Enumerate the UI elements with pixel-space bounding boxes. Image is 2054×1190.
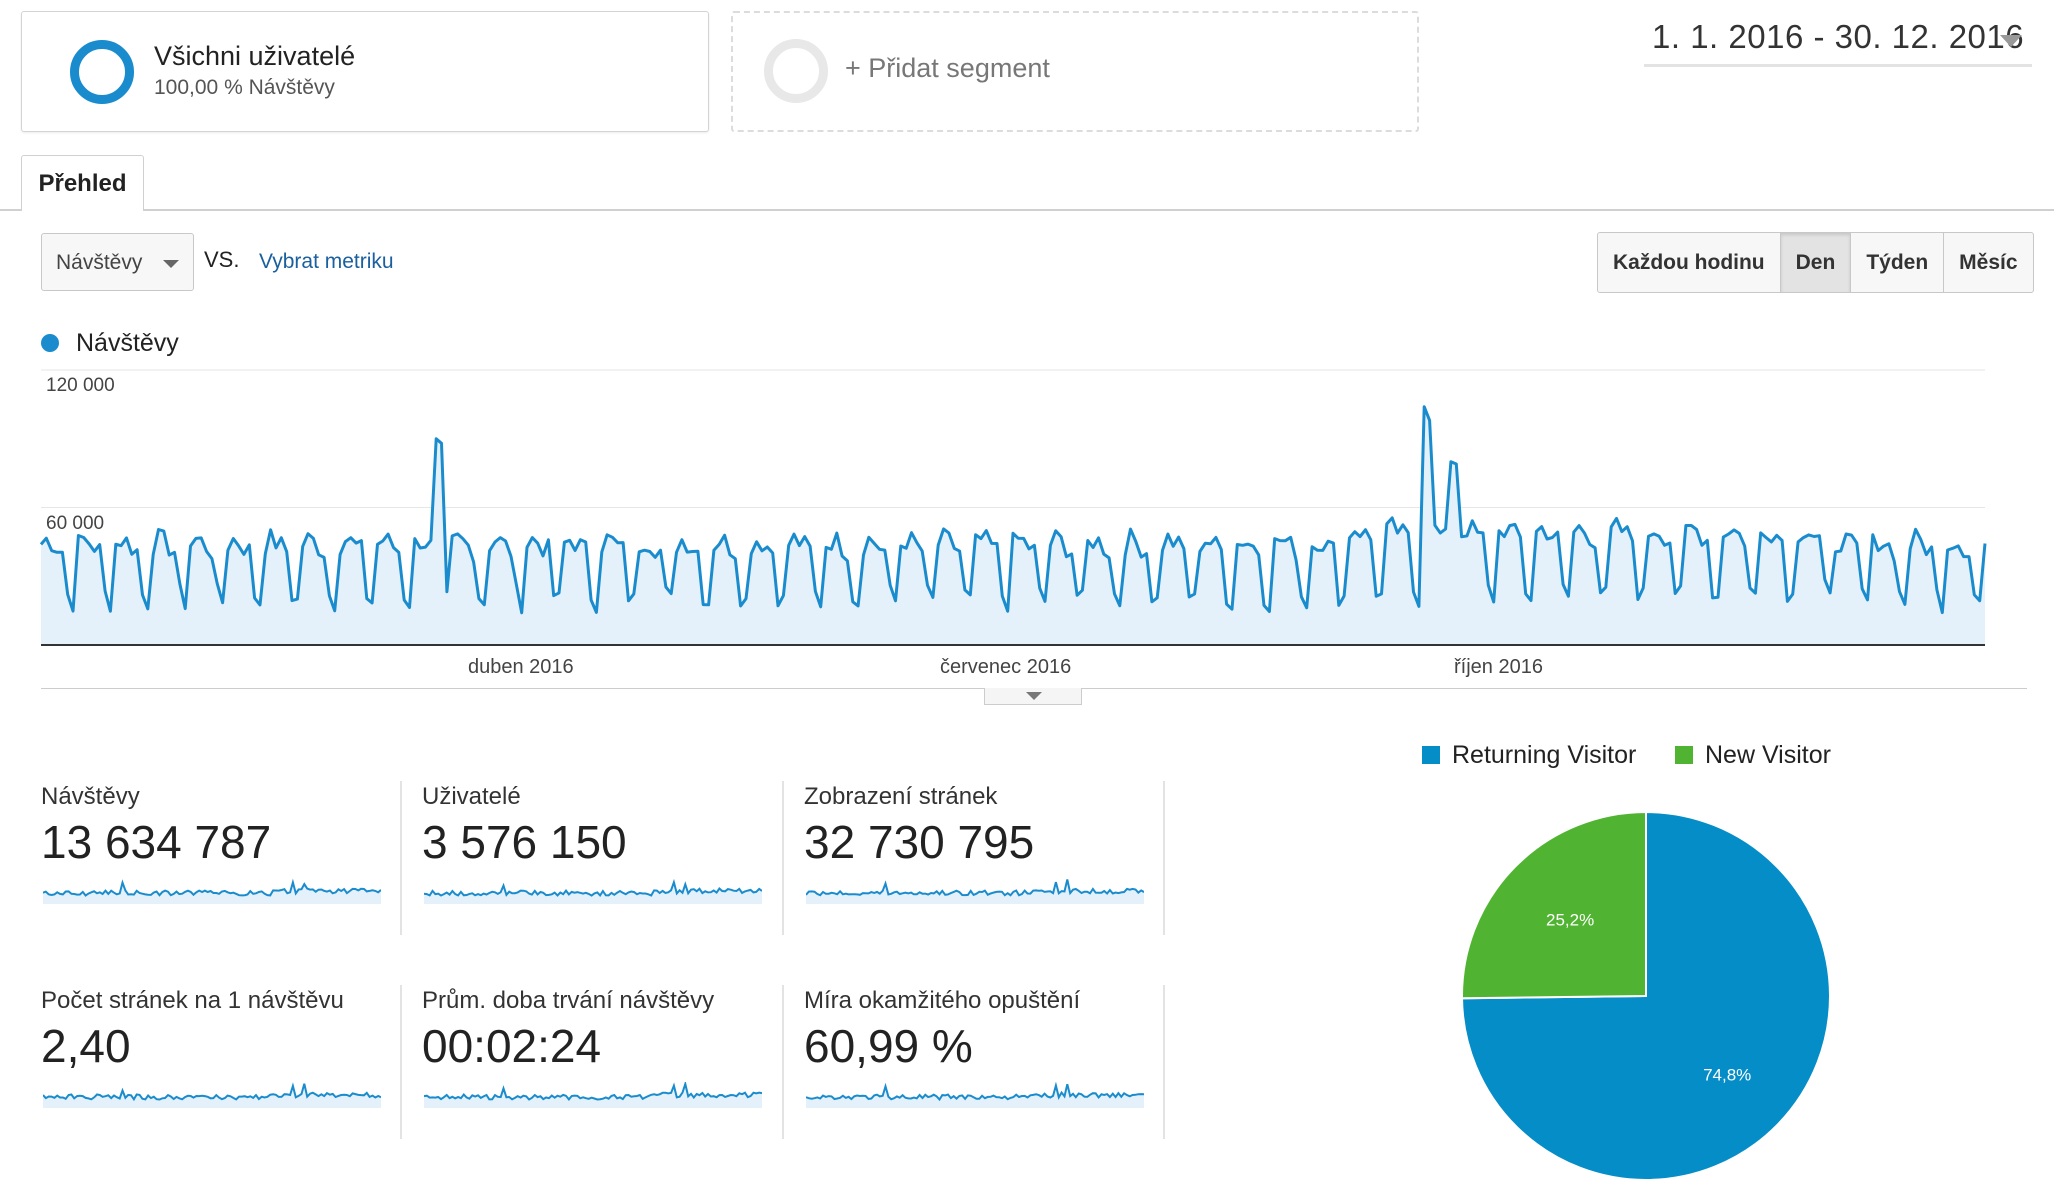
chevron-down-icon <box>1026 692 1042 700</box>
date-range-picker[interactable]: 1. 1. 2016 - 30. 12. 2016 <box>1644 12 2032 67</box>
chevron-down-icon <box>163 260 179 268</box>
sparkline <box>806 1082 1144 1108</box>
add-segment-label: + Přidat segment <box>845 53 1050 83</box>
scorecard-pages-per-visit[interactable]: Počet stránek na 1 návštěvu 2,40 <box>41 987 401 1137</box>
x-tick-label-april: duben 2016 <box>468 656 574 678</box>
visits-series-line <box>39 405 1987 615</box>
scorecard-divider <box>782 781 784 935</box>
visits-line-chart[interactable]: 120 000 60 000 duben 2016 červenec 2016 … <box>0 360 2054 680</box>
granularity-toggle: Každou hodinu Den Týden Měsíc <box>1597 232 2034 293</box>
sparkline <box>424 1082 762 1108</box>
sparkline-area <box>43 1083 381 1108</box>
scorecard-label: Prům. doba trvání návštěvy <box>422 987 715 1014</box>
granularity-week-button[interactable]: Týden <box>1851 233 1945 292</box>
date-range-text: 1. 1. 2016 - 30. 12. 2016 <box>1652 18 2025 55</box>
metric-dropdown-value: Návštěvy <box>56 251 143 274</box>
sparkline-area <box>424 1083 762 1108</box>
legend-swatch-icon <box>1422 746 1440 764</box>
scorecard-divider <box>400 781 402 935</box>
chart-collapse-toggle[interactable] <box>984 688 1082 705</box>
chart-legend-label: Návštěvy <box>76 329 179 357</box>
pie-legend-label: Returning Visitor <box>1452 741 1637 769</box>
pie-slice-returning-visitor[interactable] <box>1460 810 1831 1181</box>
scorecard-value: 3 576 150 <box>422 816 627 868</box>
metric-dropdown[interactable]: Návštěvy <box>41 233 194 291</box>
granularity-hourly-button[interactable]: Každou hodinu <box>1598 233 1781 292</box>
scorecard-value: 60,99 % <box>804 1020 973 1072</box>
scorecard-value: 32 730 795 <box>804 816 1035 868</box>
tab-overview[interactable]: Přehled <box>21 155 144 211</box>
scorecard-users[interactable]: Uživatelé 3 576 150 <box>422 783 782 933</box>
y-tick-label-60000: 60 000 <box>46 513 105 534</box>
scorecard-label: Zobrazení stránek <box>804 783 998 810</box>
scorecard-label: Počet stránek na 1 návštěvu <box>41 987 344 1014</box>
legend-dot-icon <box>41 334 59 352</box>
pie-slice-new-visitor[interactable] <box>1461 810 1647 1000</box>
visitor-type-pie-chart[interactable]: 74,8% 25,2% <box>1456 806 1836 1186</box>
pie-legend-returning[interactable]: Returning Visitor <box>1422 741 1636 770</box>
scorecard-avg-duration[interactable]: Prům. doba trvání návštěvy 00:02:24 <box>422 987 782 1137</box>
sparkline-area <box>424 882 762 904</box>
segment-subtitle: 100,00 % Návštěvy <box>154 76 335 99</box>
pie-legend-new[interactable]: New Visitor <box>1675 741 1831 770</box>
sparkline <box>43 878 381 904</box>
granularity-month-button[interactable]: Měsíc <box>1959 251 2018 274</box>
chevron-down-icon <box>2000 35 2022 47</box>
sparkline-line <box>43 1082 381 1102</box>
y-tick-label-120000: 120 000 <box>46 375 115 396</box>
scorecard-divider <box>1163 781 1165 935</box>
sparkline-line <box>806 1082 1144 1102</box>
granularity-day-button[interactable]: Den <box>1780 233 1852 292</box>
x-tick-label-july: červenec 2016 <box>940 656 1072 678</box>
sparkline-line <box>43 878 381 897</box>
scorecard-divider <box>400 985 402 1139</box>
legend-swatch-icon <box>1675 746 1693 764</box>
tab-divider <box>0 209 2054 211</box>
scorecard-value: 00:02:24 <box>422 1020 602 1072</box>
sparkline <box>806 879 1144 904</box>
segment-all-users[interactable]: Všichni uživatelé 100,00 % Návštěvy <box>21 11 709 132</box>
select-metric-link[interactable]: Vybrat metriku <box>259 250 394 273</box>
pie-legend-label: New Visitor <box>1705 741 1831 769</box>
sparkline-line <box>806 879 1144 897</box>
pie-slice-label: 74,8% <box>1703 1066 1751 1085</box>
pie-slice-label: 25,2% <box>1546 910 1594 929</box>
sparkline <box>424 878 762 904</box>
scorecard-label: Návštěvy <box>41 783 140 810</box>
scorecard-value: 2,40 <box>41 1020 131 1072</box>
scorecard-visits[interactable]: Návštěvy 13 634 787 <box>41 783 401 933</box>
scorecard-divider <box>1163 985 1165 1139</box>
scorecard-label: Míra okamžitého opuštění <box>804 987 1081 1014</box>
sparkline <box>43 1082 381 1108</box>
sparkline-area <box>806 1084 1144 1108</box>
scorecard-value: 13 634 787 <box>41 816 272 868</box>
visits-chart-svg <box>39 369 1987 646</box>
scorecard-label: Uživatelé <box>422 783 521 810</box>
visits-area <box>41 406 1985 645</box>
empty-segment-ring-icon <box>764 39 828 103</box>
sparkline-line <box>424 1082 762 1101</box>
sparkline-line <box>424 878 762 898</box>
segment-title: Všichni uživatelé <box>154 41 356 71</box>
scorecard-divider <box>782 985 784 1139</box>
vs-label: VS. <box>204 247 240 272</box>
x-tick-label-october: říjen 2016 <box>1454 656 1543 678</box>
sparkline-area <box>806 879 1144 904</box>
add-segment-button[interactable]: + Přidat segment <box>731 11 1419 132</box>
scorecard-pageviews[interactable]: Zobrazení stránek 32 730 795 <box>804 783 1164 933</box>
segment-ring-icon <box>70 40 134 104</box>
scorecard-bounce-rate[interactable]: Míra okamžitého opuštění 60,99 % <box>804 987 1164 1137</box>
